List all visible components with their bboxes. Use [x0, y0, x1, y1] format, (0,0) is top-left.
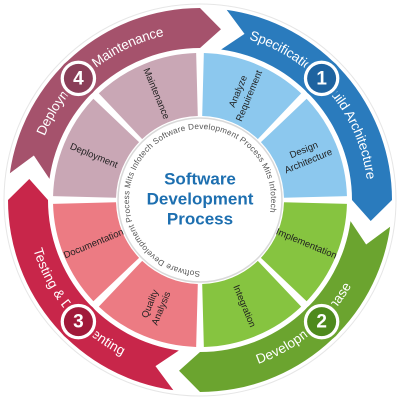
- phase-1-step-2-wedge: [260, 98, 347, 198]
- phase-2-badge-core: [307, 307, 337, 337]
- phase-3-step-1-wedge: [98, 260, 198, 347]
- phase-4-number: 4: [73, 68, 84, 89]
- center-title: Software: [164, 169, 236, 188]
- phase-1-band: [221, 9, 392, 221]
- phase-2-number: 2: [316, 312, 327, 333]
- center-title: Development: [147, 189, 254, 208]
- phase-3-number: 3: [73, 312, 84, 333]
- phase-3-step-2-wedge: [53, 202, 140, 302]
- phase-2-step-1-wedge: [260, 202, 347, 302]
- phase-1-step-1-wedge: [202, 53, 302, 140]
- phase-3-badge-core: [63, 307, 93, 337]
- phase-4-step-2-wedge: [98, 53, 198, 140]
- phase-4-band: [9, 8, 221, 179]
- phase-2-step-2-wedge: [202, 260, 302, 347]
- center-title: Process: [167, 209, 233, 228]
- phase-1-number: 1: [316, 68, 327, 89]
- phase-4-step-1-wedge: [53, 98, 140, 198]
- phase-4-badge-core: [63, 63, 93, 93]
- phase-3-band: [8, 179, 179, 391]
- phase-1-badge-core: [307, 63, 337, 93]
- phase-2-band: [179, 221, 391, 392]
- center-hub: [117, 117, 283, 283]
